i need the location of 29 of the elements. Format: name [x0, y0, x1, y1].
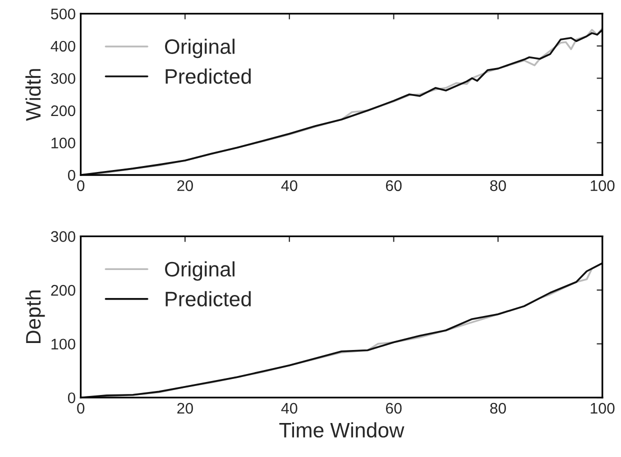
y-tick-label: 400 [50, 40, 76, 52]
x-tick-label: 40 [281, 180, 298, 192]
legend-label: Predicted [166, 291, 251, 306]
x-tick-label: 100 [590, 180, 615, 192]
x-tick-label: 0 [77, 180, 84, 192]
y-tick-label: 200 [51, 105, 76, 116]
x-tick-label: 80 [490, 180, 506, 192]
legend-label: Original [165, 261, 234, 281]
y-tick-label: 0 [68, 170, 76, 181]
legend-label: Original [165, 38, 234, 58]
x-tick-label: 0 [77, 402, 84, 414]
x-tick-label: 60 [386, 402, 402, 414]
y-tick-label: 200 [51, 284, 76, 296]
y-tick-label: 0 [68, 392, 76, 404]
x-tick-label: 20 [177, 180, 193, 192]
y-tick-label: 100 [52, 138, 76, 148]
x-tick-label: 20 [177, 402, 193, 414]
y-axis-title: Depth [25, 290, 45, 344]
y-tick-label: 100 [52, 338, 76, 350]
x-axis-title: Time Window [279, 422, 404, 438]
x-tick-label: 60 [386, 180, 402, 192]
y-tick-label: 500 [50, 8, 76, 20]
y-tick-label: 300 [50, 231, 76, 242]
x-tick-label: 80 [490, 402, 506, 414]
x-tick-label: 40 [281, 402, 298, 414]
y-axis-title: Width [25, 69, 41, 121]
x-tick-label: 100 [590, 402, 615, 414]
y-tick-label: 300 [50, 73, 76, 84]
legend-label: Predicted [166, 68, 251, 84]
